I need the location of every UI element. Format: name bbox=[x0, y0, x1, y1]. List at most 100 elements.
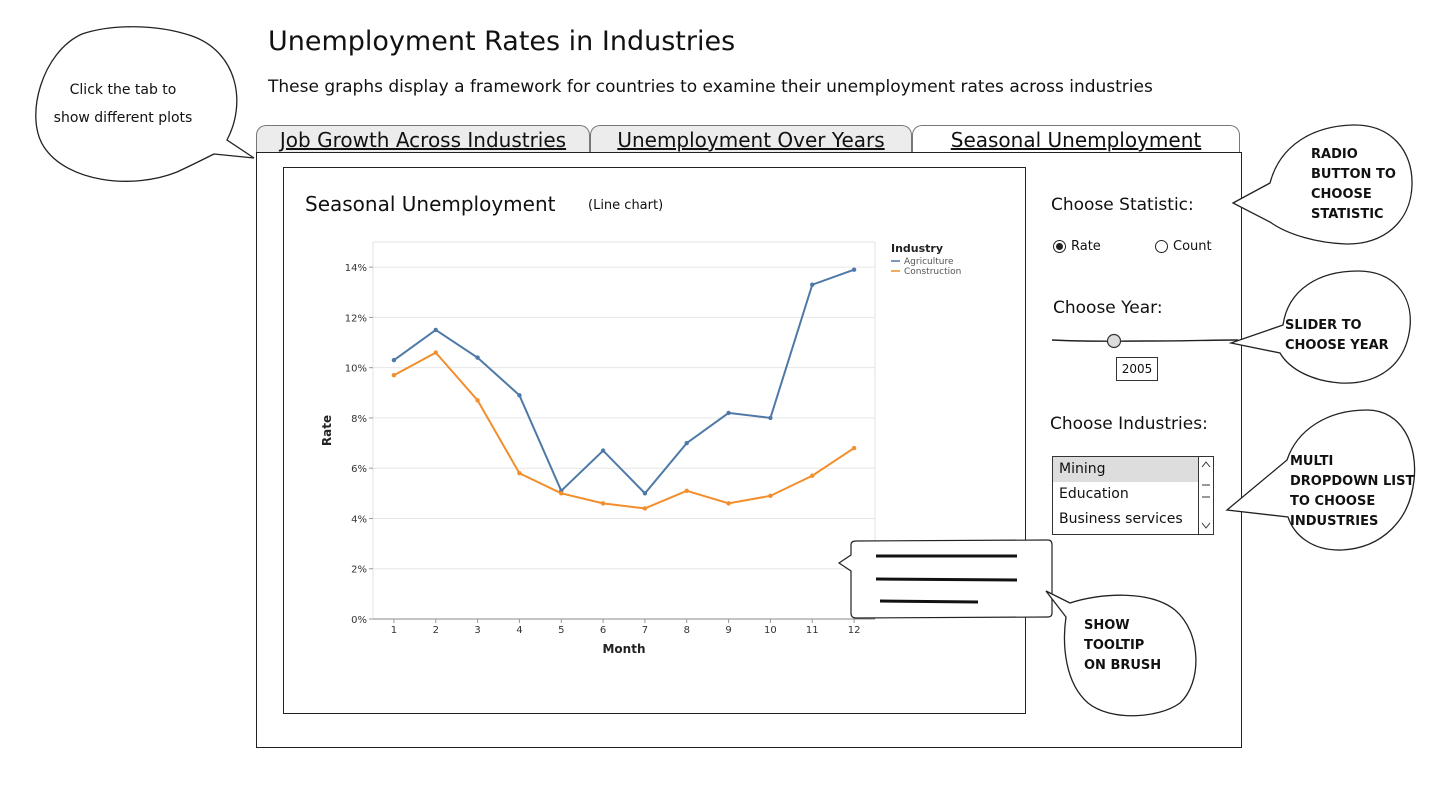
data-point bbox=[433, 327, 438, 333]
x-tick-label: 12 bbox=[848, 625, 861, 636]
note-line: ON BRUSH bbox=[1084, 658, 1162, 673]
x-tick-label: 4 bbox=[516, 625, 522, 636]
x-tick-label: 6 bbox=[600, 625, 606, 636]
industries-listbox[interactable]: Mining Education Business services bbox=[1052, 456, 1214, 535]
data-point bbox=[391, 357, 397, 363]
data-point bbox=[391, 373, 397, 378]
x-tick-label: 10 bbox=[764, 625, 777, 636]
chart-panel bbox=[283, 167, 1026, 714]
y-tick-label: 0% bbox=[351, 615, 367, 626]
note-line: DROPDOWN LIST bbox=[1290, 474, 1415, 489]
tooltip-mock bbox=[837, 539, 1053, 619]
legend-label: Agriculture bbox=[904, 257, 954, 267]
data-point bbox=[433, 350, 438, 355]
y-tick-label: 8% bbox=[351, 414, 367, 425]
tab-label: Unemployment Over Years bbox=[617, 128, 885, 152]
y-axis-title: Rate bbox=[320, 415, 334, 446]
data-point bbox=[768, 493, 773, 499]
note-line: SLIDER TO bbox=[1285, 318, 1362, 333]
y-tick-label: 6% bbox=[351, 464, 367, 475]
year-slider[interactable] bbox=[1050, 330, 1240, 354]
data-point bbox=[810, 473, 815, 478]
industries-label: Choose Industries: bbox=[1050, 414, 1208, 434]
y-tick-label: 10% bbox=[345, 364, 367, 375]
data-point bbox=[517, 471, 522, 476]
plot-area bbox=[372, 241, 876, 620]
industry-option[interactable]: Business services bbox=[1059, 511, 1183, 527]
industry-option[interactable]: Mining bbox=[1053, 457, 1213, 482]
radio-rate[interactable]: Rate bbox=[1053, 239, 1101, 254]
data-point bbox=[851, 267, 857, 272]
slider-handle[interactable] bbox=[1106, 333, 1122, 349]
legend-title: Industry bbox=[891, 242, 943, 255]
tooltip-note: SHOW TOOLTIP ON BRUSH bbox=[1084, 616, 1161, 676]
tab-unemployment-over-years[interactable]: Unemployment Over Years bbox=[590, 125, 912, 154]
tab-job-growth[interactable]: Job Growth Across Industries bbox=[256, 125, 590, 154]
data-point bbox=[475, 398, 480, 403]
series-line bbox=[393, 268, 855, 495]
tab-label: Job Growth Across Industries bbox=[279, 128, 567, 152]
tooltip-line bbox=[879, 599, 979, 604]
y-tick-label: 12% bbox=[345, 313, 367, 324]
scrollbar-arrows bbox=[1201, 461, 1211, 529]
data-point bbox=[726, 410, 731, 416]
slider-track[interactable] bbox=[1051, 339, 1239, 342]
data-point bbox=[810, 282, 815, 287]
x-tick-label: 1 bbox=[391, 625, 397, 636]
x-tick-label: 3 bbox=[474, 625, 480, 636]
series-line bbox=[393, 351, 855, 510]
radio-rate-label: Rate bbox=[1071, 239, 1101, 254]
note-line: SHOW bbox=[1084, 618, 1130, 633]
dropdown-note: MULTI DROPDOWN LIST TO CHOOSE INDUSTRIES bbox=[1290, 452, 1414, 532]
year-value: 2005 bbox=[1116, 357, 1158, 381]
radio-rate-circle[interactable] bbox=[1053, 240, 1066, 253]
tooltip-line bbox=[875, 577, 1018, 582]
statistic-label: Choose Statistic: bbox=[1051, 195, 1194, 215]
tabs-hint-bubble bbox=[35, 26, 255, 182]
y-tick-label: 14% bbox=[345, 263, 367, 274]
data-point bbox=[684, 440, 689, 446]
data-point bbox=[768, 415, 773, 421]
x-tick-label: 11 bbox=[806, 625, 819, 636]
data-point bbox=[642, 491, 648, 496]
radio-selected-dot bbox=[1056, 243, 1063, 250]
radio-count-circle[interactable] bbox=[1155, 240, 1168, 253]
slider-note-bubble bbox=[1228, 270, 1411, 384]
line-chart[interactable]: 0%2%4%6%8%10%12%14%1 2 3 4 5 6 7 8 9 10 11 12MonthR… bbox=[300, 230, 1000, 670]
x-tick-label: 5 bbox=[558, 625, 564, 636]
note-line: BUTTON TO bbox=[1311, 167, 1396, 182]
tab-label: Seasonal Unemployment bbox=[950, 128, 1202, 152]
data-point bbox=[684, 488, 689, 494]
x-axis-title: Month bbox=[602, 642, 645, 656]
x-tick-label: 9 bbox=[725, 625, 731, 636]
scroll-up-icon[interactable] bbox=[1201, 461, 1211, 468]
note-line: INDUSTRIES bbox=[1290, 514, 1379, 529]
industry-option[interactable]: Education bbox=[1059, 486, 1129, 502]
x-tick-label: 8 bbox=[684, 625, 690, 636]
radio-count[interactable]: Count bbox=[1155, 239, 1212, 254]
listbox-scrollbar[interactable] bbox=[1198, 457, 1213, 534]
scroll-down-icon[interactable] bbox=[1201, 522, 1211, 529]
data-point bbox=[851, 445, 857, 451]
x-tick-label: 2 bbox=[433, 625, 439, 636]
data-point bbox=[600, 448, 606, 453]
note-line: CHOOSE bbox=[1311, 187, 1372, 202]
chart-title: Seasonal Unemployment bbox=[305, 192, 556, 216]
year-label: Choose Year: bbox=[1053, 298, 1163, 318]
note-line: TO CHOOSE bbox=[1290, 494, 1376, 509]
data-point bbox=[642, 506, 648, 511]
y-tick-label: 2% bbox=[351, 565, 367, 576]
note-line: STATISTIC bbox=[1311, 207, 1384, 222]
data-point bbox=[559, 491, 564, 496]
page-title: Unemployment Rates in Industries bbox=[268, 26, 736, 57]
data-point bbox=[600, 501, 606, 506]
legend-label: Construction bbox=[904, 267, 961, 277]
data-point bbox=[475, 355, 480, 360]
tooltip-note-bubble bbox=[1045, 590, 1197, 717]
y-tick-label: 4% bbox=[351, 514, 367, 525]
tab-seasonal-unemployment[interactable]: Seasonal Unemployment bbox=[912, 125, 1240, 154]
radio-note: RADIO BUTTON TO CHOOSE STATISTIC bbox=[1311, 145, 1396, 225]
chart-type-note: (Line chart) bbox=[588, 198, 664, 213]
tabs-hint-line: Click the tab to bbox=[69, 82, 177, 98]
note-line: TOOLTIP bbox=[1084, 638, 1145, 653]
